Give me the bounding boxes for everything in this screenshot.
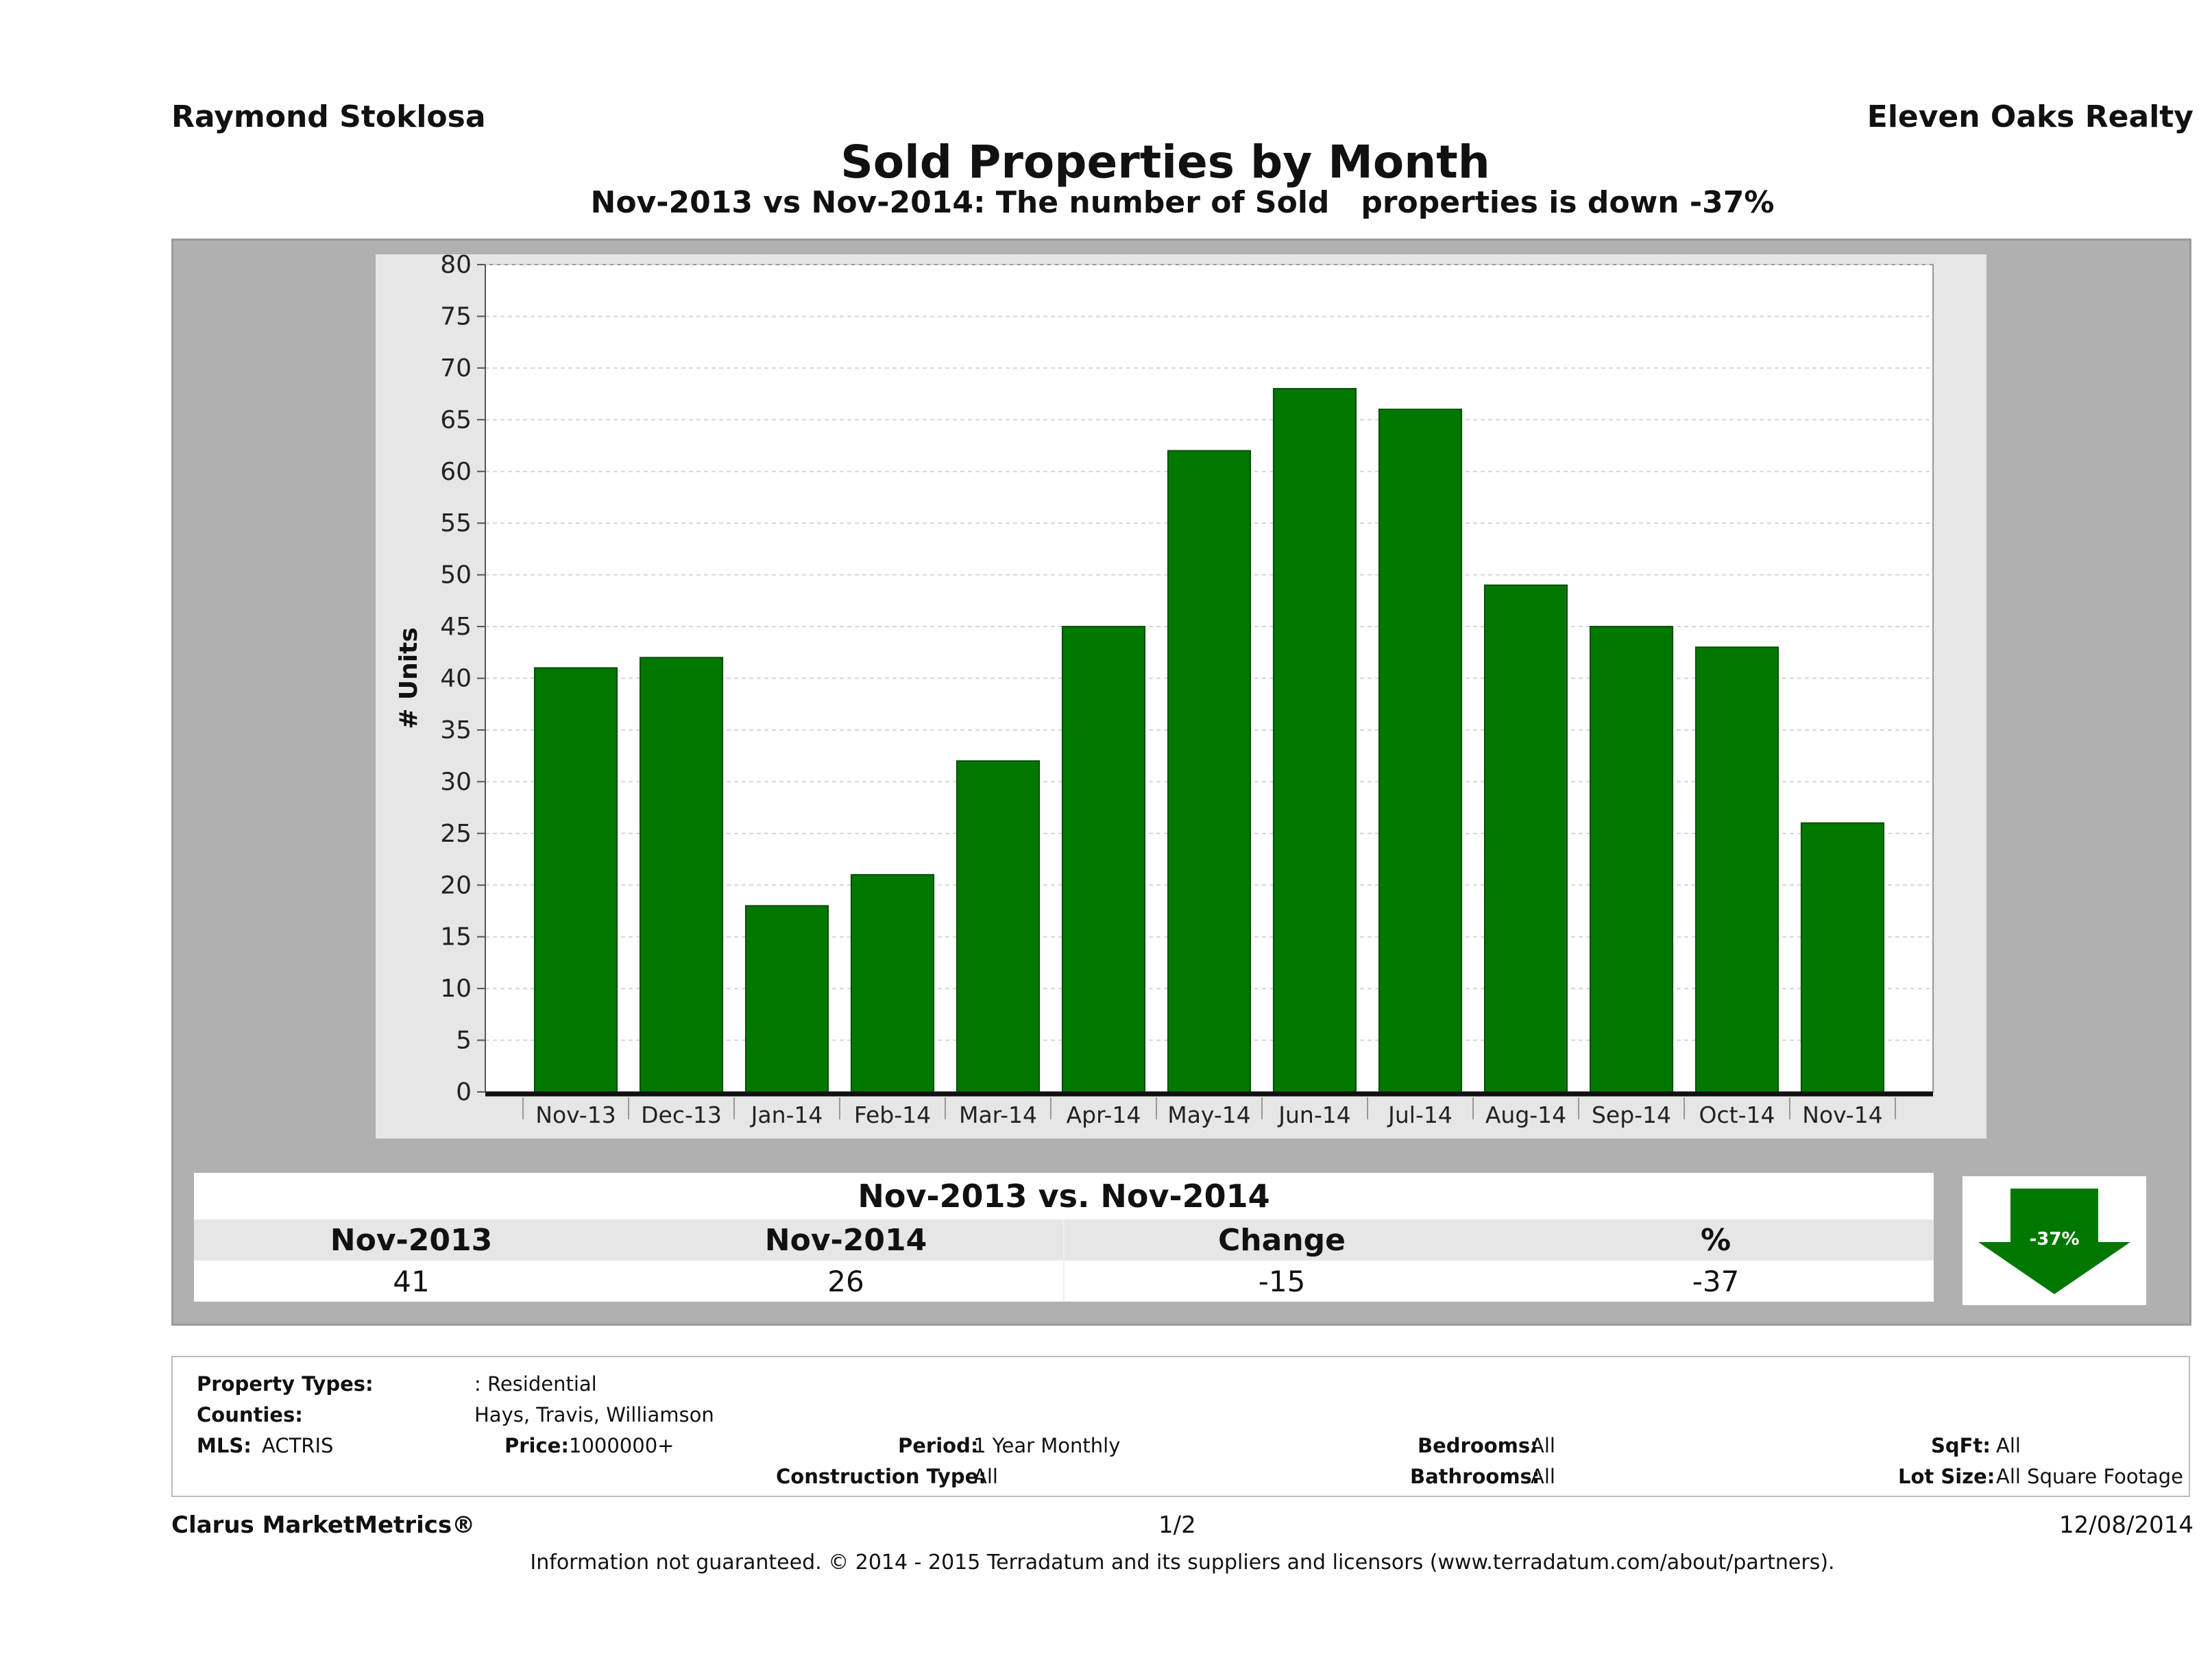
y-tick-label: 45	[440, 613, 472, 641]
mls-label: MLS:	[197, 1434, 252, 1457]
chart-title: Sold Properties by Month	[840, 136, 1490, 189]
y-tick-label: 40	[440, 665, 472, 693]
y-tick-label: 35	[440, 716, 472, 744]
x-tick-label: Jun-14	[1277, 1102, 1350, 1128]
summary-value-percent: -37	[1692, 1264, 1740, 1298]
construction-type-label: Construction Type:	[776, 1465, 986, 1488]
x-tick-label: Nov-14	[1802, 1102, 1882, 1128]
counties-value: Hays, Travis, Williamson	[474, 1403, 714, 1426]
summary-value-change: -15	[1063, 1261, 1499, 1302]
bar	[1800, 822, 1885, 1093]
bar	[533, 667, 618, 1093]
summary-value-row: 41 26 -15 -37	[194, 1261, 1934, 1302]
bar-chart: 0 5 10 15 20 25 30 35 40 45 50 55 60 65 70 75 80 # Units N…	[395, 254, 1934, 1128]
bar	[744, 905, 829, 1093]
x-tick-label: Mar-14	[959, 1102, 1037, 1128]
summary-title: Nov-2013 vs. Nov-2014	[858, 1178, 1270, 1215]
period-label: Period:	[898, 1434, 979, 1457]
x-tick-label: Jan-14	[750, 1102, 823, 1128]
summary-header-current: Nov-2014	[764, 1222, 927, 1258]
chart-panel: 0 5 10 15 20 25 30 35 40 45 50 55 60 65 70 75 80 # Units N…	[171, 239, 2191, 1326]
y-tick-label: 50	[440, 561, 472, 589]
y-tick-label: 25	[440, 820, 472, 848]
agent-name: Raymond Stoklosa	[171, 99, 486, 134]
summary-value-prev: 41	[393, 1264, 430, 1298]
footer-date: 12/08/2014	[2059, 1511, 2193, 1539]
company-name: Eleven Oaks Realty	[1867, 99, 2193, 134]
bar	[1061, 626, 1146, 1093]
bathrooms-label: Bathrooms:	[1410, 1465, 1540, 1488]
y-tick-label: 15	[440, 923, 472, 951]
x-tick-label: Nov-13	[535, 1102, 616, 1128]
bathrooms-value: All	[1531, 1465, 1555, 1488]
bar	[1483, 584, 1568, 1093]
y-axis-label: # Units	[395, 627, 423, 729]
y-tick-label: 55	[440, 509, 472, 537]
construction-type-value: All	[973, 1465, 998, 1488]
y-tick-label: 5	[456, 1027, 472, 1055]
summary-value-current: 26	[827, 1264, 864, 1298]
bar	[1167, 450, 1252, 1093]
chart-subtitle: Nov-2013 vs Nov-2014: The number of Sold…	[590, 185, 1775, 220]
y-tick-label: 60	[440, 458, 472, 486]
property-types-label: Property Types:	[197, 1372, 374, 1396]
mls-value: ACTRIS	[262, 1434, 334, 1457]
chart-area: 0 5 10 15 20 25 30 35 40 45 50 55 60 65 70 75 80 # Units N…	[376, 254, 1986, 1139]
property-types-value: : Residential	[474, 1372, 597, 1396]
summary-header-prev: Nov-2013	[330, 1222, 493, 1258]
bedrooms-label: Bedrooms:	[1418, 1434, 1538, 1457]
price-value: 1000000+	[569, 1434, 674, 1457]
summary-table: Nov-2013 vs. Nov-2014 Nov-2013 Nov-2014 …	[194, 1173, 1934, 1303]
lot-size-value: All Square Footage	[1996, 1465, 2184, 1488]
change-badge-label: -37%	[2029, 1229, 2079, 1250]
x-tick-label: Dec-13	[641, 1102, 722, 1128]
summary-header-percent: %	[1700, 1222, 1731, 1258]
y-tick-label: 20	[440, 871, 472, 899]
x-tick-label: Aug-14	[1485, 1102, 1566, 1128]
bar	[1589, 626, 1674, 1093]
summary-title-row: Nov-2013 vs. Nov-2014	[194, 1173, 1934, 1219]
criteria-box: Property Types: : Residential Counties: …	[171, 1356, 2190, 1497]
footer-brand: Clarus MarketMetrics®	[171, 1511, 476, 1539]
x-tick-label: Apr-14	[1067, 1102, 1141, 1128]
summary-header-change: Change	[1063, 1219, 1499, 1261]
period-value: 1 Year Monthly	[973, 1434, 1121, 1457]
y-tick-label: 80	[440, 254, 472, 279]
x-tick-label: Oct-14	[1699, 1102, 1775, 1128]
bar	[956, 760, 1041, 1093]
bar	[639, 657, 724, 1093]
x-tick-label: Sep-14	[1592, 1102, 1671, 1128]
down-arrow-icon: -37%	[1978, 1189, 2130, 1294]
y-tick-label: 0	[456, 1078, 472, 1106]
summary-header-row: Nov-2013 Nov-2014 Change %	[194, 1219, 1934, 1261]
x-tick-label: Feb-14	[854, 1102, 931, 1128]
y-tick-label: 70	[440, 354, 472, 382]
change-badge: -37%	[1962, 1176, 2146, 1305]
bar	[1378, 409, 1463, 1093]
x-tick-label: Jul-14	[1387, 1102, 1453, 1128]
footer-disclaimer: Information not guaranteed. © 2014 - 201…	[530, 1551, 1835, 1574]
y-tick-label: 65	[440, 406, 472, 434]
lot-size-label: Lot Size:	[1898, 1465, 1995, 1488]
y-tick-label: 75	[440, 302, 472, 330]
y-tick-label: 10	[440, 975, 472, 1003]
sqft-label: SqFt:	[1931, 1434, 1991, 1457]
bar	[1272, 388, 1357, 1093]
sqft-value: All	[1996, 1434, 2021, 1457]
footer-page-number: 1/2	[1158, 1511, 1196, 1539]
x-tick-label: May-14	[1167, 1102, 1251, 1128]
counties-label: Counties:	[197, 1403, 303, 1426]
bedrooms-value: All	[1531, 1434, 1555, 1457]
y-tick-label: 30	[440, 768, 472, 796]
price-label: Price:	[505, 1434, 569, 1457]
bar	[850, 874, 935, 1093]
bar	[1694, 646, 1779, 1093]
